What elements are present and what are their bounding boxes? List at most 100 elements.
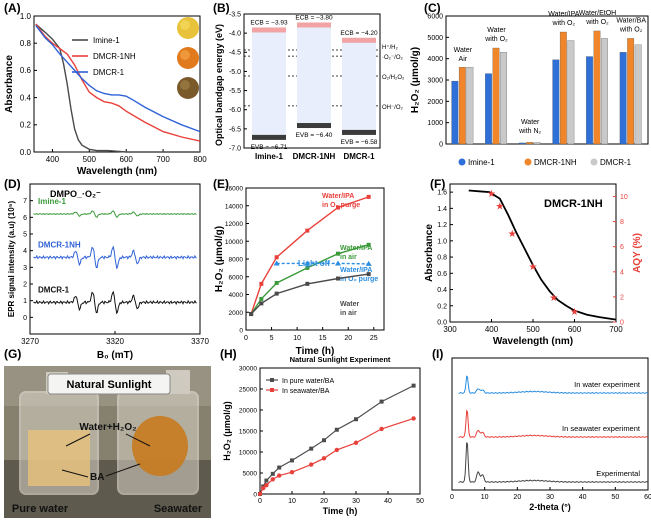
data-point xyxy=(274,280,279,285)
y-tick-label: 1.0 xyxy=(20,12,32,21)
data-point xyxy=(290,458,294,463)
x-tick-label: 40 xyxy=(579,494,587,501)
x-tick-label: 25 xyxy=(370,335,378,342)
series-line xyxy=(259,385,414,495)
bar-dmcr-1nh xyxy=(526,142,534,145)
bar-imine-1 xyxy=(451,80,459,145)
x-axis-label: Wavelength (nm) xyxy=(493,336,573,347)
y-axis-label: Optical bandgap energy (eV) xyxy=(214,24,224,146)
x-tick-label: 500 xyxy=(526,325,540,334)
x-tick-label: 3270 xyxy=(21,337,39,346)
data-point xyxy=(270,477,275,482)
x-tick-label: 0 xyxy=(450,494,454,501)
pointer-line xyxy=(61,469,89,478)
x-tick-label: 400 xyxy=(485,325,499,334)
series-label: Water/IPA xyxy=(340,245,372,252)
data-point xyxy=(277,473,282,478)
x-tick-label: 40 xyxy=(384,498,392,505)
data-point xyxy=(273,260,280,266)
y-tick-label: 16000 xyxy=(225,186,243,193)
y-tick-label: 0.8 xyxy=(20,39,32,48)
y-axis-label: Absorbance xyxy=(424,224,435,282)
panel-a: (A) 400 500 600 700 800 1.0 0.8 0.6 0.4 0.2 0.0 Wave… xyxy=(4,1,207,177)
series-line-dmcr-1nh xyxy=(35,23,201,142)
x-tick-label: 400 xyxy=(46,155,60,164)
y-tick-label: 10000 xyxy=(225,239,243,246)
series-label: in O₂ purge xyxy=(322,202,360,209)
y-tick-label: 0 xyxy=(253,491,257,498)
data-point xyxy=(261,485,266,491)
evb-label: EVB = −6.40 xyxy=(296,132,333,139)
panel-label: (D) xyxy=(4,177,21,191)
photo-title: Natural Sunlight xyxy=(67,379,152,391)
x-axis-label: Wavelength (nm) xyxy=(77,166,157,177)
chart-title: Natural Sunlight Experiment xyxy=(290,355,391,364)
y2-axis-label: AQY (%) xyxy=(632,233,643,273)
panel-label: (A) xyxy=(4,1,21,15)
data-point xyxy=(305,228,310,233)
legend-label: Imine-1 xyxy=(93,36,120,45)
y-tick-label: 1 xyxy=(23,298,27,305)
ecb-label: ECB = −4.20 xyxy=(340,30,378,37)
x-tick-label: 700 xyxy=(156,155,170,164)
potential-label: ·O₂⁻/O₂ xyxy=(382,55,403,61)
data-point xyxy=(366,194,371,199)
y-tick-label: -7.0 xyxy=(229,145,241,152)
ecb-label: ECB = −3.93 xyxy=(250,19,288,26)
x-tick-label: 3320 xyxy=(106,337,124,346)
valence-band-bar xyxy=(252,134,286,140)
data-point xyxy=(379,399,384,404)
legend-label: DMCR-1 xyxy=(600,158,632,167)
y-tick-label: 0.0 xyxy=(20,148,32,157)
y-tick-label: 1.6 xyxy=(437,190,447,197)
series-label: Water xyxy=(340,301,359,308)
y-axis-label: H₂O₂ (μmol/g) xyxy=(410,47,421,113)
x-tick-label: 20 xyxy=(513,494,521,501)
data-point xyxy=(334,427,339,432)
category-label: with O₂ xyxy=(619,26,643,33)
data-point xyxy=(305,281,310,286)
data-point xyxy=(366,242,371,247)
y-tick-label: -6.5 xyxy=(229,126,241,133)
data-point xyxy=(277,465,282,470)
chart-title: DMPO_·O₂⁻ xyxy=(50,189,101,199)
category-label: Water/IPA xyxy=(548,11,579,18)
data-point xyxy=(336,205,340,210)
epr-trace-dmcr-1nh xyxy=(33,245,197,270)
data-point xyxy=(289,469,295,475)
category-label: Water xyxy=(454,47,473,54)
data-point xyxy=(411,416,416,421)
x-tick-label: 20 xyxy=(344,335,352,342)
x-tick-label: 5 xyxy=(270,335,274,342)
y-tick-label: 0.6 xyxy=(20,66,32,75)
x-tick-label: 600 xyxy=(568,325,582,334)
y-tick-label: -5.0 xyxy=(229,69,241,76)
category-label: with O₂ xyxy=(585,19,609,26)
pxrd-trace xyxy=(458,409,649,438)
x-axis-label: B₀ (mT) xyxy=(97,350,133,361)
potential-label: H⁺/H₂ xyxy=(382,44,399,51)
bandgap-fill xyxy=(252,30,286,137)
pxrd-trace xyxy=(458,375,649,394)
y-tick-label: 5 xyxy=(23,231,27,238)
data-point xyxy=(336,276,340,281)
data-point xyxy=(335,260,341,266)
x-tick-label: 0 xyxy=(258,498,262,505)
y-tick-label: 2 xyxy=(23,281,27,288)
bar-dmcr-1nh xyxy=(593,30,601,145)
y-tick-label: 0.0 xyxy=(437,320,447,327)
y2-tick-label: 4 xyxy=(620,269,624,276)
data-point xyxy=(411,383,416,388)
y2-tick-label: 2 xyxy=(620,294,624,301)
panel-i: (I) 0 10 20 30 40 50 60 2-theta (°) In water expe… xyxy=(432,347,651,512)
bar-imine-1 xyxy=(518,142,526,145)
category-label: DMCR-1 xyxy=(343,152,375,161)
y2-tick-label: 0 xyxy=(620,320,624,327)
y-tick-label: 15000 xyxy=(239,428,257,435)
label-pure-water: Pure water xyxy=(12,503,69,515)
pointer-line xyxy=(105,463,141,477)
pointer-line xyxy=(125,433,151,447)
y-tick-label: 20000 xyxy=(239,407,257,414)
category-label: Water/BA xyxy=(616,17,646,24)
plot-frame xyxy=(243,13,381,149)
